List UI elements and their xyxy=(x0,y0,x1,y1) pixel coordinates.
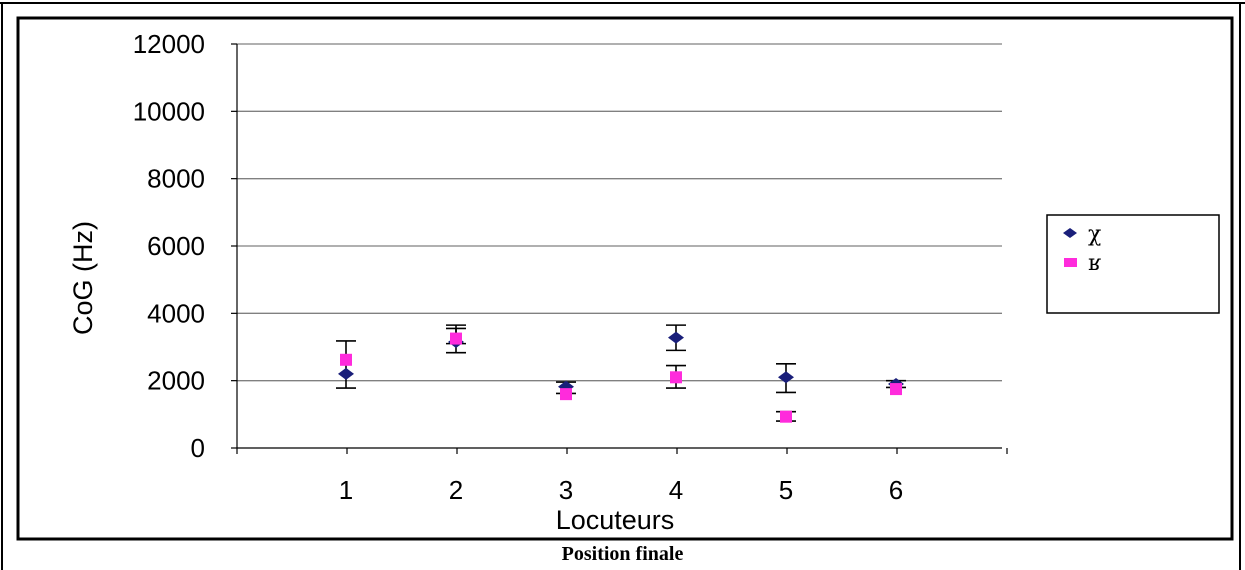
gridlines xyxy=(231,43,1002,449)
y-tick-label: 2000 xyxy=(147,366,205,396)
data-point-r xyxy=(560,388,572,401)
data-point-r xyxy=(780,410,792,423)
x-tick-labels: 1 2 3 4 5 6 xyxy=(236,448,1008,505)
legend-marker-r xyxy=(1064,258,1077,267)
data-point-r xyxy=(340,353,352,366)
x-tick-label: 1 xyxy=(339,475,353,505)
data-markers xyxy=(338,331,904,423)
y-axis-title: CoG (Hz) xyxy=(68,221,98,335)
y-tick-label: 0 xyxy=(191,433,205,463)
legend-marker-chi xyxy=(1063,228,1077,238)
x-axis-title: Locuteurs xyxy=(556,505,675,535)
figure-caption: Position finale xyxy=(561,543,684,565)
legend-label: ʁ xyxy=(1088,251,1101,276)
data-point-r xyxy=(450,332,462,345)
legend-label: χ xyxy=(1088,222,1101,247)
data-point-r xyxy=(670,371,682,384)
data-point-chi xyxy=(338,367,354,380)
data-point-chi xyxy=(778,371,794,384)
data-point-chi xyxy=(668,331,684,344)
x-tick-label: 2 xyxy=(449,475,463,505)
x-tick-label: 6 xyxy=(889,475,903,505)
x-tick-label: 4 xyxy=(669,475,683,505)
y-tick-label: 6000 xyxy=(147,231,205,261)
legend: χʁ xyxy=(1046,214,1220,314)
y-tick-label: 10000 xyxy=(133,96,205,126)
chart-area-border xyxy=(16,16,1234,541)
y-tick-label: 8000 xyxy=(147,164,205,194)
y-tick-labels: 0 2000 4000 6000 8000 10000 12000 xyxy=(133,29,205,463)
x-tick-label: 5 xyxy=(779,475,793,505)
y-tick-label: 4000 xyxy=(147,298,205,328)
x-tick-label: 3 xyxy=(559,475,573,505)
axes xyxy=(236,44,1002,449)
y-tick-label: 12000 xyxy=(133,29,205,59)
data-point-r xyxy=(890,383,902,396)
